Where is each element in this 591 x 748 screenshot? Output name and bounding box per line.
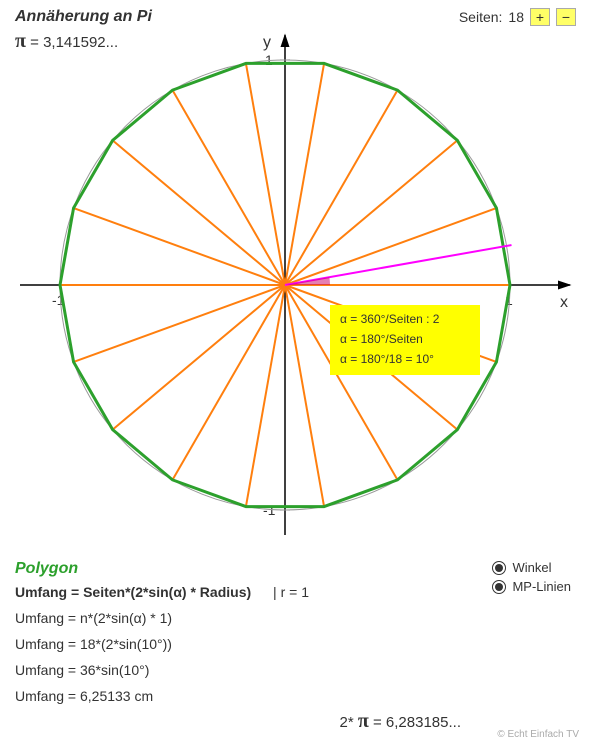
two-pi: 2* π = 6,283185... — [340, 710, 462, 733]
formula-1: Umfang = n*(2*sin(α) * 1) — [15, 610, 309, 626]
svg-text:α = 360°/Seiten : 2: α = 360°/Seiten : 2 — [340, 312, 440, 326]
seiten-label: Seiten: — [459, 9, 503, 25]
svg-text:α = 180°/Seiten: α = 180°/Seiten — [340, 332, 423, 346]
seiten-control: Seiten: 18 + − — [459, 8, 576, 26]
two-pi-prefix: 2* — [340, 714, 354, 731]
minus-button[interactable]: − — [556, 8, 576, 26]
two-pi-symbol: π — [358, 710, 369, 732]
formula-3: Umfang = 36*sin(10°) — [15, 662, 309, 678]
polygon-chart: xy-111-1α = 360°/Seiten : 2α = 180°/Seit… — [0, 25, 591, 545]
legend-winkel[interactable]: Winkel — [492, 560, 571, 575]
r-note: | r = 1 — [273, 584, 309, 600]
legend-mp-linien[interactable]: MP-Linien — [492, 579, 571, 594]
legend: Winkel MP-Linien — [492, 560, 571, 598]
polygon-title: Polygon — [15, 560, 309, 578]
svg-text:x: x — [560, 294, 568, 311]
seiten-value: 18 — [508, 9, 524, 25]
plus-button[interactable]: + — [530, 8, 550, 26]
formula-4: Umfang = 6,25133 cm — [15, 688, 309, 704]
legend-mp-label: MP-Linien — [512, 579, 571, 594]
two-pi-value: = 6,283185... — [373, 714, 461, 731]
formulas: Polygon Umfang = Seiten*(2*sin(α) * Radi… — [15, 560, 309, 714]
formula-main: Umfang = Seiten*(2*sin(α) * Radius) — [15, 584, 251, 600]
formula-2: Umfang = 18*(2*sin(10°)) — [15, 636, 309, 652]
legend-winkel-label: Winkel — [512, 560, 551, 575]
svg-text:α = 180°/18 = 10°: α = 180°/18 = 10° — [340, 352, 434, 366]
copyright: © Echt Einfach TV — [497, 729, 579, 740]
svg-text:y: y — [263, 34, 271, 51]
